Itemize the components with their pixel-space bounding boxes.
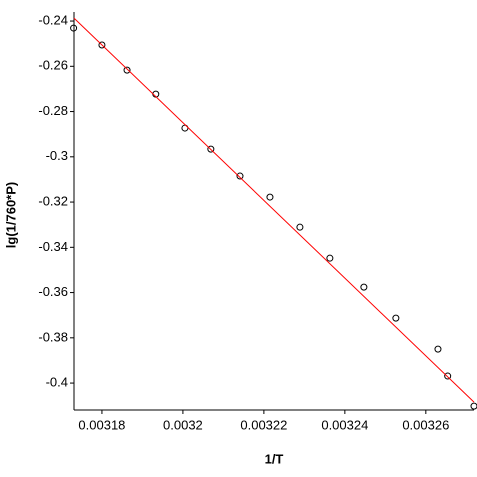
- data-point: [434, 345, 442, 353]
- y-axis-title: lg(1/760*P): [3, 182, 18, 248]
- data-point: [392, 314, 400, 322]
- data-point: [123, 66, 131, 74]
- data-point: [70, 24, 78, 32]
- data-point: [444, 372, 452, 380]
- y-tick-label: -0.24: [38, 12, 68, 27]
- x-tick-label: 0.00318: [78, 417, 125, 432]
- x-tick-label: 0.0032: [163, 417, 203, 432]
- data-point: [360, 283, 368, 291]
- data-point: [207, 145, 215, 153]
- fit-line: [73, 17, 475, 403]
- y-tick-label: -0.36: [38, 284, 68, 299]
- x-axis-title: 1/T: [265, 451, 284, 466]
- y-tick-label: -0.32: [38, 194, 68, 209]
- data-point: [296, 223, 304, 231]
- data-point: [236, 172, 244, 180]
- y-tick-label: -0.4: [46, 375, 68, 390]
- data-point: [326, 254, 334, 262]
- y-tick-label: -0.38: [38, 329, 68, 344]
- x-tick-label: 0.00324: [321, 417, 368, 432]
- x-tick-label: 0.00322: [240, 417, 287, 432]
- y-tick-label: -0.28: [38, 103, 68, 118]
- data-point: [266, 193, 274, 201]
- y-tick-label: -0.26: [38, 58, 68, 73]
- y-tick-label: -0.3: [46, 148, 68, 163]
- y-tick-label: -0.34: [38, 239, 68, 254]
- data-point: [98, 41, 106, 49]
- x-tick-label: 0.00326: [402, 417, 449, 432]
- data-point: [470, 402, 477, 410]
